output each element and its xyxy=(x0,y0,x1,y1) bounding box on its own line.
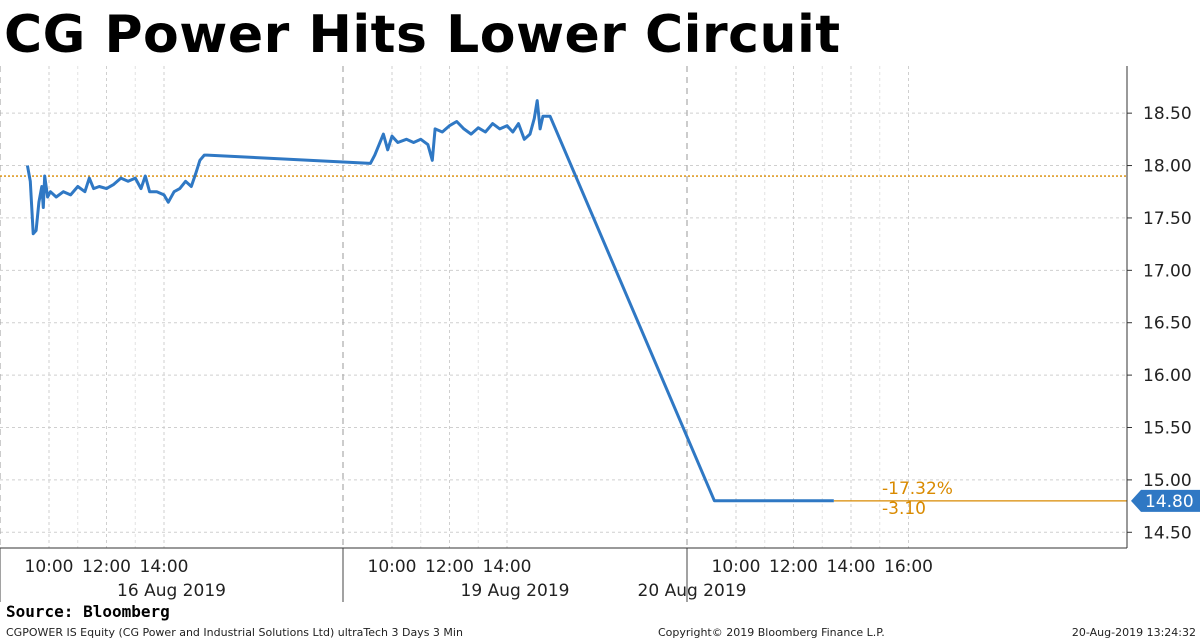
y-tick-label: 17.00 xyxy=(1143,261,1192,281)
reference-layer xyxy=(0,175,1127,502)
day-label: 20 Aug 2019 xyxy=(638,581,747,601)
y-tick-label: 18.00 xyxy=(1143,157,1192,177)
x-tick-label: 14:00 xyxy=(827,557,876,577)
y-tick-label: 15.00 xyxy=(1143,471,1192,491)
x-tick-label: 10:00 xyxy=(712,557,761,577)
x-tick-label: 14:00 xyxy=(483,557,532,577)
footer-copyright: Copyright© 2019 Bloomberg Finance L.P. xyxy=(658,626,885,639)
x-tick-label: 10:00 xyxy=(25,557,74,577)
axis-layer xyxy=(0,66,1132,602)
x-tick-label: 10:00 xyxy=(368,557,417,577)
y-tick-label: 18.50 xyxy=(1143,104,1192,124)
grid-layer xyxy=(0,66,1127,548)
day-label: 16 Aug 2019 xyxy=(117,581,226,601)
pct-change-label: -17.32% xyxy=(882,479,953,499)
abs-change-label: -3.10 xyxy=(882,499,926,519)
footer-bar: CGPOWER IS Equity (CG Power and Industri… xyxy=(0,622,1200,642)
x-tick-label: 16:00 xyxy=(884,557,933,577)
series-layer xyxy=(25,99,834,503)
day-label: 19 Aug 2019 xyxy=(461,581,570,601)
y-tick-label: 16.50 xyxy=(1143,314,1192,334)
x-tick-label: 14:00 xyxy=(140,557,189,577)
price-series-line xyxy=(25,99,834,503)
footer-timestamp: 20-Aug-2019 13:24:32 xyxy=(1071,626,1196,639)
label-layer: 14.50 15.00 15.50 16.00 16.50 17.00 17.50 18.00… xyxy=(25,104,1200,601)
y-tick-label: 15.50 xyxy=(1143,419,1192,439)
footer-security-description: CGPOWER IS Equity (CG Power and Industri… xyxy=(6,626,463,639)
chart-title: CG Power Hits Lower Circuit xyxy=(4,5,841,65)
y-tick-label: 14.50 xyxy=(1143,523,1192,543)
x-tick-label: 12:00 xyxy=(769,557,818,577)
x-tick-label: 12:00 xyxy=(82,557,131,577)
y-tick-label: 16.00 xyxy=(1143,366,1192,386)
last-price-label: 14.80 xyxy=(1145,492,1194,512)
last-price-tag xyxy=(1131,489,1200,512)
x-tick-label: 12:00 xyxy=(425,557,474,577)
source-label: Source: Bloomberg xyxy=(6,602,170,621)
price-chart: 14.50 15.00 15.50 16.00 16.50 17.00 17.50 18.00… xyxy=(0,66,1200,602)
y-tick-label: 17.50 xyxy=(1143,209,1192,229)
